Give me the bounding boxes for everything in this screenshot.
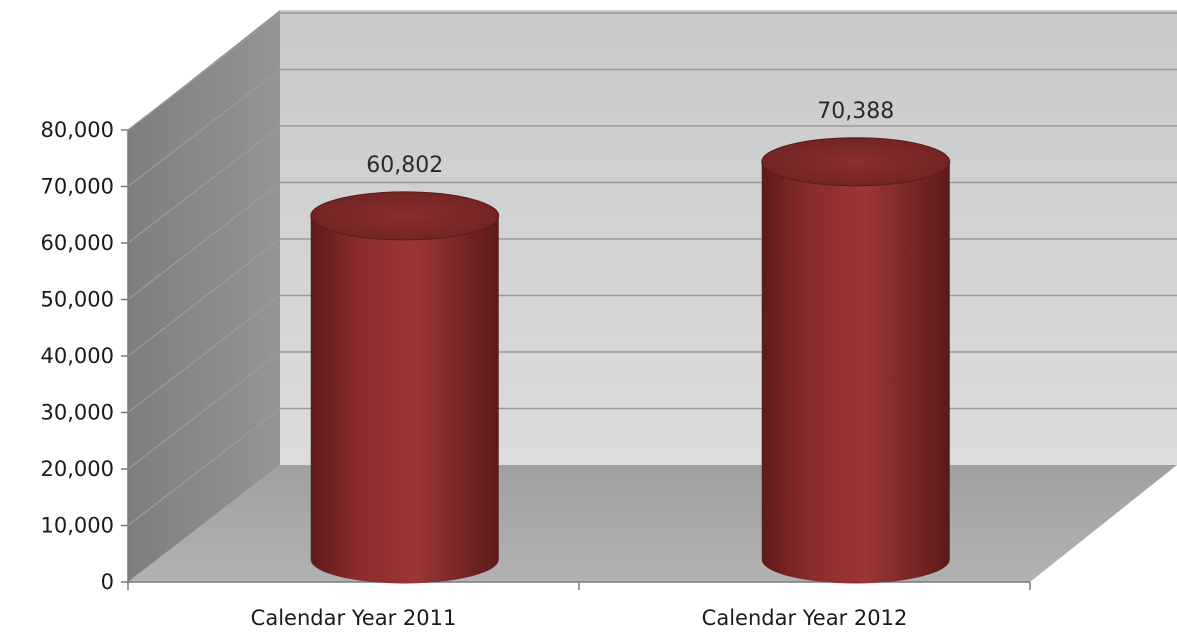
back-wall <box>280 10 1177 465</box>
y-tick-label: 20,000 <box>41 457 114 481</box>
bar-body <box>310 215 499 584</box>
y-axis: 0 10,000 20,000 30,000 40,000 50,000 60,000 70,… <box>41 118 129 594</box>
bars <box>310 137 951 584</box>
data-label: 70,388 <box>817 99 894 124</box>
bar-top <box>761 137 951 187</box>
bar-body <box>761 161 950 584</box>
bar-top <box>310 191 500 241</box>
bar-cylinder <box>310 191 500 584</box>
gridline <box>127 125 1177 244</box>
y-tick-label: 10,000 <box>41 514 114 538</box>
gridline <box>127 12 1177 131</box>
y-tick-label: 40,000 <box>41 344 114 368</box>
x-axis: Calendar Year 2011 Calendar Year 2012 <box>127 581 1031 630</box>
x-category-label: Calendar Year 2012 <box>702 606 908 630</box>
y-tick-label: 60,000 <box>41 231 114 255</box>
y-tick-label: 70,000 <box>41 175 114 199</box>
bar-cylinder <box>761 137 951 584</box>
data-label: 60,802 <box>366 153 443 178</box>
y-tick-label: 30,000 <box>41 401 114 425</box>
data-labels: 60,802 70,388 <box>366 99 894 178</box>
y-tick-label: 0 <box>101 570 114 594</box>
x-category-label: Calendar Year 2011 <box>251 606 457 630</box>
y-tick-label: 80,000 <box>41 118 114 142</box>
y-tick-label: 50,000 <box>41 288 114 312</box>
gridline <box>127 68 1177 188</box>
floor <box>128 465 1177 582</box>
